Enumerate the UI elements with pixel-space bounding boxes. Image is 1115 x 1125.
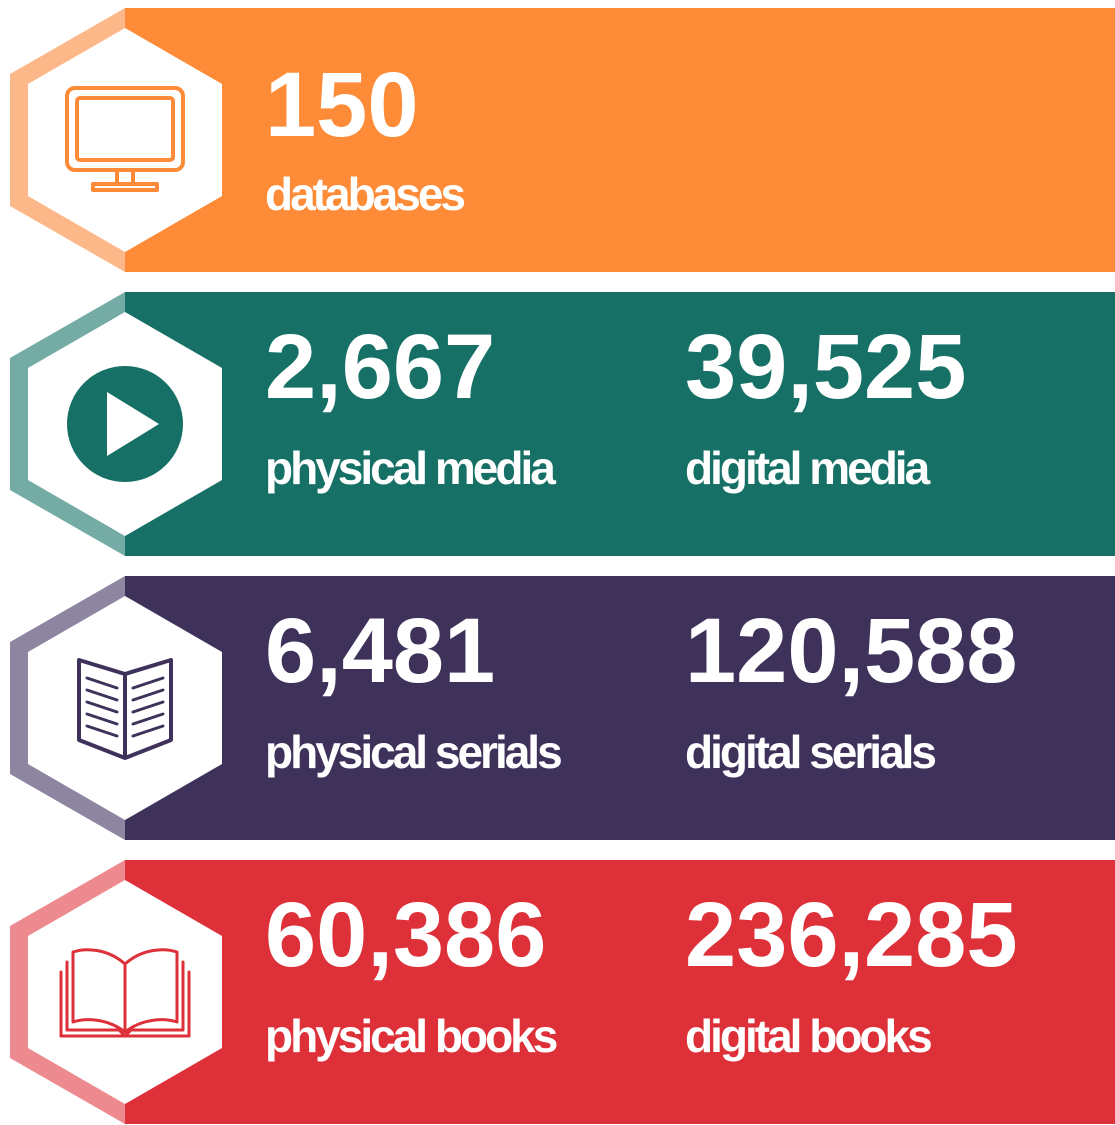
- band: [125, 8, 1115, 272]
- stat-number: 120,588: [685, 600, 1018, 702]
- hexagon: [28, 28, 222, 252]
- stat-label: physical serials: [265, 726, 561, 778]
- stat-row: 60,386 physical books 236,285 digital books: [10, 860, 1115, 1124]
- play-icon: [67, 366, 183, 482]
- stat-number: 2,667: [265, 316, 495, 418]
- book-icon: [59, 948, 191, 1038]
- stat-label: digital media: [685, 442, 931, 494]
- stat-number: 150: [265, 54, 419, 156]
- stat-row: 6,481 physical serials 120,588 digital seri…: [10, 576, 1115, 840]
- stat-label: physical media: [265, 442, 556, 494]
- stat-number: 6,481: [265, 600, 495, 702]
- serial-icon: [77, 658, 173, 760]
- monitor-icon: [65, 86, 185, 192]
- stat-label: digital books: [685, 1010, 931, 1062]
- stat-label: databases: [265, 168, 464, 220]
- stat-number: 60,386: [265, 884, 546, 986]
- stat-row: 150 databases: [10, 8, 1115, 272]
- stat-number: 39,525: [685, 316, 966, 418]
- band: [125, 576, 1115, 840]
- band: [125, 292, 1115, 556]
- stat-label: digital serials: [685, 726, 935, 778]
- band: [125, 860, 1115, 1124]
- stat-label: physical books: [265, 1010, 557, 1062]
- stat-number: 236,285: [685, 884, 1018, 986]
